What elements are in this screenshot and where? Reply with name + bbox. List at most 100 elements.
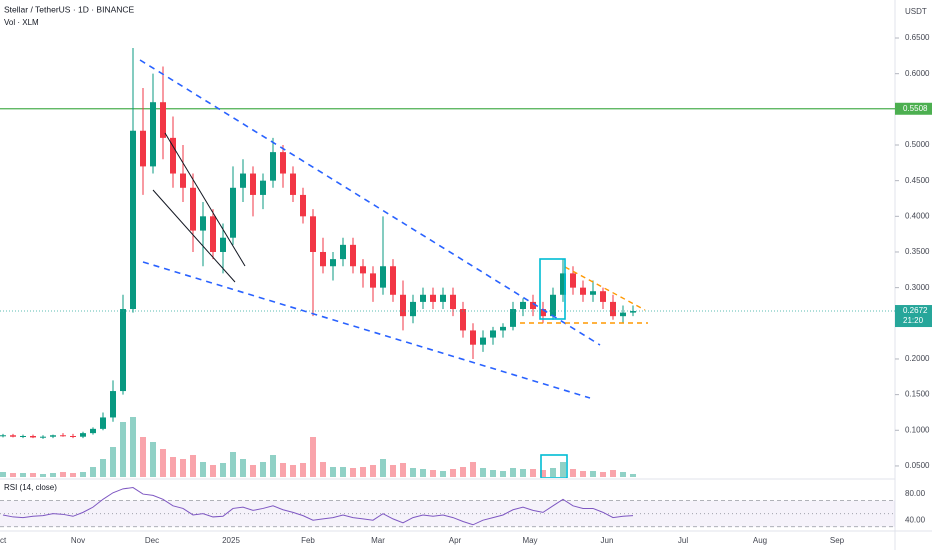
volume-bar	[590, 471, 596, 477]
candle-body	[590, 291, 596, 295]
candle-body	[50, 435, 56, 437]
rsi-band	[0, 500, 895, 527]
volume-bar	[160, 449, 166, 477]
candle-body	[510, 309, 516, 327]
candle-body	[340, 244, 346, 260]
drawings	[139, 59, 648, 478]
volume-bar	[140, 437, 146, 477]
y-tick-label: 0.3500	[905, 247, 930, 256]
x-tick-label: 2025	[222, 536, 240, 545]
volume-bar	[50, 473, 56, 477]
candle-body	[470, 330, 476, 345]
candle-body	[310, 216, 316, 252]
x-tick-label: Apr	[449, 536, 462, 545]
volume-bar	[480, 468, 486, 477]
x-tick-label: May	[522, 536, 537, 545]
candle-body	[250, 173, 256, 195]
volume-bar	[500, 471, 506, 477]
y-tick-label: 0.1000	[905, 425, 930, 434]
candle-body	[360, 266, 366, 274]
volume-bar	[360, 467, 366, 477]
rsi-tick-label: 40.00	[905, 515, 926, 524]
y-tick-label: 0.5000	[905, 140, 930, 149]
volume-bar	[400, 463, 406, 477]
volume-bar	[420, 469, 426, 477]
candle-body	[620, 312, 626, 317]
candle-body	[80, 433, 86, 437]
candle-body	[410, 301, 416, 317]
candle-body	[610, 301, 616, 317]
candle-body	[370, 273, 376, 288]
x-tick-label: Feb	[301, 536, 315, 545]
volume-bar	[380, 459, 386, 477]
volume-bar	[530, 469, 536, 477]
volume-bar	[600, 472, 606, 477]
volume-bar	[410, 468, 416, 477]
candle-body	[460, 309, 466, 331]
volume-bar	[260, 462, 266, 477]
candle-body	[600, 291, 606, 302]
volume-bar	[30, 473, 36, 477]
candle-body	[140, 130, 146, 167]
candle-body	[260, 180, 266, 195]
candle-body	[40, 436, 46, 438]
triangle-line	[564, 266, 646, 311]
last-price-label: 0.2672	[903, 306, 928, 315]
candle-body	[70, 435, 76, 437]
volume-bar	[370, 465, 376, 477]
volume-bar	[510, 468, 516, 477]
candle-body	[380, 266, 386, 288]
y-tick-label: 0.2000	[905, 354, 930, 363]
x-tick-label: Jun	[601, 536, 614, 545]
candle-body	[20, 435, 26, 437]
volume-bar	[40, 474, 46, 477]
volume-bar	[270, 455, 276, 477]
y-tick-label: 0.6500	[905, 33, 930, 42]
volume-bar	[330, 467, 336, 477]
candle-body	[270, 152, 276, 181]
trend-line	[142, 261, 591, 399]
y-tick-label: 0.4500	[905, 176, 930, 185]
candle-body	[420, 294, 426, 302]
volume-bar	[230, 452, 236, 477]
y-tick-label: 0.6000	[905, 69, 930, 78]
candle-body	[10, 435, 16, 437]
candle-body	[210, 216, 216, 252]
countdown: 21:20	[903, 316, 924, 325]
volume-bar	[110, 447, 116, 477]
volume-bar	[550, 468, 556, 477]
volume-bar	[630, 474, 636, 477]
rsi-title: RSI (14, close)	[4, 483, 57, 492]
candle-body	[160, 102, 166, 138]
currency: USDT	[905, 7, 927, 16]
channel-line	[164, 132, 246, 267]
volume-bar	[310, 437, 316, 477]
y-tick-label: 0.0500	[905, 461, 930, 470]
candle-body	[350, 244, 356, 267]
candle-body	[580, 287, 586, 295]
candle-body	[540, 309, 546, 317]
candle-body	[550, 294, 556, 317]
candle-body	[320, 251, 326, 267]
volume-bar	[610, 470, 616, 477]
candle-body	[290, 173, 296, 195]
level-label-box	[895, 102, 932, 115]
volume-bar	[250, 465, 256, 477]
candle-body	[100, 417, 106, 429]
candle-body	[430, 294, 436, 302]
volume-bar	[130, 417, 136, 477]
volume-bar	[80, 472, 86, 477]
candle-body	[0, 435, 6, 437]
trend-line	[139, 59, 601, 346]
candle-body	[130, 130, 136, 310]
candle-body	[30, 435, 36, 438]
candle-body	[230, 187, 236, 238]
volume-bar	[520, 469, 526, 477]
level-label: 0.5508	[903, 104, 928, 113]
highlight-box	[539, 258, 566, 320]
candle-body	[530, 301, 536, 310]
rsi-tick-label: 80.00	[905, 489, 926, 498]
